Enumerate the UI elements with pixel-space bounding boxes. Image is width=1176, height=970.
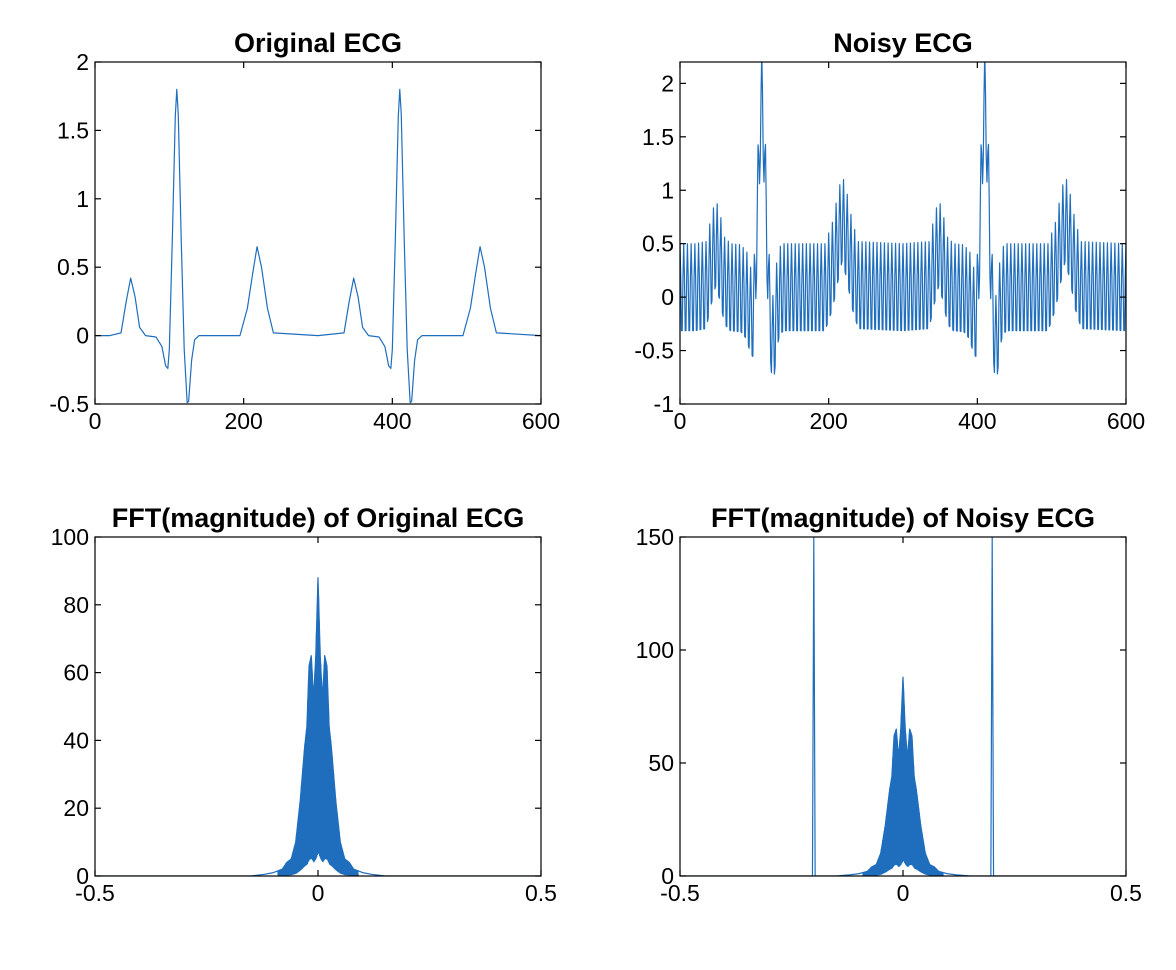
- y-tick-label: 0: [76, 863, 89, 889]
- y-tick-label: -1: [654, 391, 674, 417]
- x-tick-label: 400: [958, 408, 996, 434]
- y-tick-label: 150: [636, 524, 674, 550]
- y-tick-label: -0.5: [49, 391, 89, 417]
- x-tick-label: 400: [373, 408, 411, 434]
- series-line-dense: [277, 583, 359, 876]
- y-tick-label: 80: [63, 592, 89, 618]
- x-tick-label: 0.5: [525, 880, 557, 906]
- x-tick-label: 200: [809, 408, 847, 434]
- plot-title: FFT(magnitude) of Noisy ECG: [711, 503, 1095, 533]
- x-tick-label: 0: [897, 880, 910, 906]
- x-tick-label: 600: [522, 408, 560, 434]
- x-tick-label: 0.5: [1110, 880, 1142, 906]
- y-tick-label: 0.5: [57, 254, 89, 280]
- y-tick-label: 0: [661, 863, 674, 889]
- y-tick-label: 1: [661, 177, 674, 203]
- y-tick-label: 50: [648, 750, 674, 776]
- y-tick-label: 1.5: [57, 117, 89, 143]
- y-tick-label: 0: [661, 284, 674, 310]
- plot-p2: Noisy ECG 0 200 400 600 -1 -0.5 0 0.5 1 1.5 2: [634, 28, 1145, 434]
- y-tick-label: 100: [636, 637, 674, 663]
- series-line: [680, 537, 1126, 876]
- y-tick-label: 60: [63, 660, 89, 686]
- plot-p4: FFT(magnitude) of Noisy ECG-0.5 0 0.505010…: [636, 503, 1142, 906]
- x-tick-label: 0: [312, 880, 325, 906]
- x-tick-label: 0: [89, 408, 102, 434]
- axes-frame: [679, 61, 1127, 405]
- y-tick-label: 2: [76, 49, 89, 75]
- y-tick-label: 20: [63, 795, 89, 821]
- x-tick-label: -0.5: [75, 880, 115, 906]
- y-tick-label: -0.5: [634, 338, 674, 364]
- y-tick-label: 0.5: [642, 231, 674, 257]
- series-line: [95, 88, 541, 404]
- series-line: [680, 62, 1126, 375]
- axes-frame: [94, 61, 542, 405]
- x-tick-label: -0.5: [660, 880, 700, 906]
- y-tick-label: 0: [76, 323, 89, 349]
- y-tick-label: 100: [51, 524, 89, 550]
- y-tick-label: 1: [76, 186, 89, 212]
- plot-title: Noisy ECG: [833, 28, 973, 58]
- plot-title: FFT(magnitude) of Original ECG: [112, 503, 524, 533]
- series-line-dense: [862, 680, 944, 876]
- y-tick-label: 1.5: [642, 124, 674, 150]
- y-tick-label: 2: [661, 70, 674, 96]
- y-tick-label: 40: [63, 727, 89, 753]
- x-tick-label: 200: [224, 408, 262, 434]
- plot-title: Original ECG: [234, 28, 402, 58]
- series-line: [95, 577, 541, 876]
- x-tick-label: 0: [674, 408, 687, 434]
- plot-p3: FFT(magnitude) of Original ECG-0.5 0 0.502…: [51, 503, 557, 906]
- x-tick-label: 600: [1107, 408, 1145, 434]
